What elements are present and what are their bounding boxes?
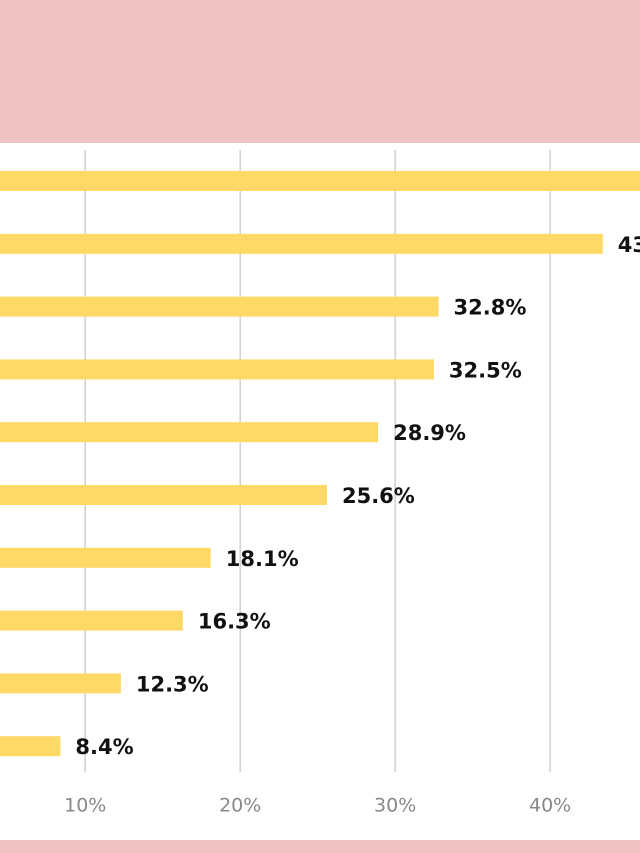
data-label: 32.5% (449, 358, 522, 382)
bar (0, 422, 379, 443)
x-tick-label: 30% (374, 795, 416, 817)
data-label: 32.8% (454, 296, 527, 320)
data-label: 43.4% (618, 233, 640, 257)
data-label: 16.3% (198, 610, 271, 634)
bar (0, 171, 640, 191)
data-label: 28.9% (393, 421, 466, 445)
bar (0, 547, 211, 568)
x-tick-label: 40% (529, 795, 571, 817)
data-label: 18.1% (226, 547, 299, 571)
x-tick-label: 20% (219, 795, 261, 817)
bar (0, 485, 327, 505)
data-label: 25.6% (342, 484, 415, 508)
footer-band (0, 840, 640, 853)
bar (0, 610, 183, 631)
bar (0, 736, 61, 757)
bar (0, 233, 603, 254)
x-tick-label: 10% (64, 795, 106, 817)
bar (0, 673, 121, 694)
bar (0, 296, 439, 317)
header-band (0, 0, 640, 143)
data-label: 12.3% (136, 672, 209, 696)
bar (0, 359, 434, 380)
data-label: 8.4% (75, 735, 133, 759)
